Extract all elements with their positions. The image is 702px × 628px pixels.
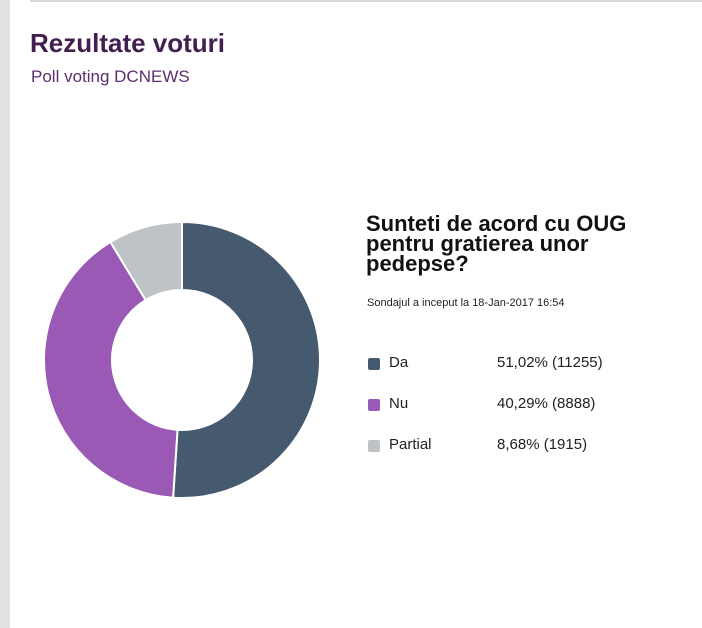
legend-value-partial: 8,68% (1915) [497, 436, 588, 453]
legend-swatch-partial [368, 440, 380, 452]
poll-question: Sunteti de acord cu OUG pentru gratierea… [366, 211, 627, 276]
legend-swatch-da [368, 358, 380, 370]
page-subtitle: Poll voting DCNEWS [31, 67, 190, 86]
legend-item-partial: Partial 8,68% (1915) [368, 436, 688, 477]
legend-label-partial: Partial [389, 436, 432, 453]
legend-label-da: Da [389, 354, 409, 371]
legend-item-nu: Nu 40,29% (8888) [368, 395, 688, 436]
left-rail [0, 0, 10, 628]
donut-slice-nu [43, 240, 179, 499]
legend-item-da: Da 51,02% (11255) [368, 354, 688, 395]
legend-label-nu: Nu [389, 395, 409, 412]
page-title: Rezultate voturi [30, 28, 226, 58]
donut-chart [43, 220, 321, 499]
chart-legend: Da 51,02% (11255) Nu 40,29% (8888) Parti… [368, 354, 688, 477]
legend-value-nu: 40,29% (8888) [497, 395, 596, 412]
legend-value-da: 51,02% (11255) [497, 354, 603, 371]
donut-slice-da [172, 220, 321, 499]
poll-start-date: Sondajul a inceput la 18-Jan-2017 16:54 [367, 297, 565, 309]
donut-slice-partial [109, 220, 183, 302]
legend-swatch-nu [368, 399, 380, 411]
top-divider [30, 0, 702, 2]
